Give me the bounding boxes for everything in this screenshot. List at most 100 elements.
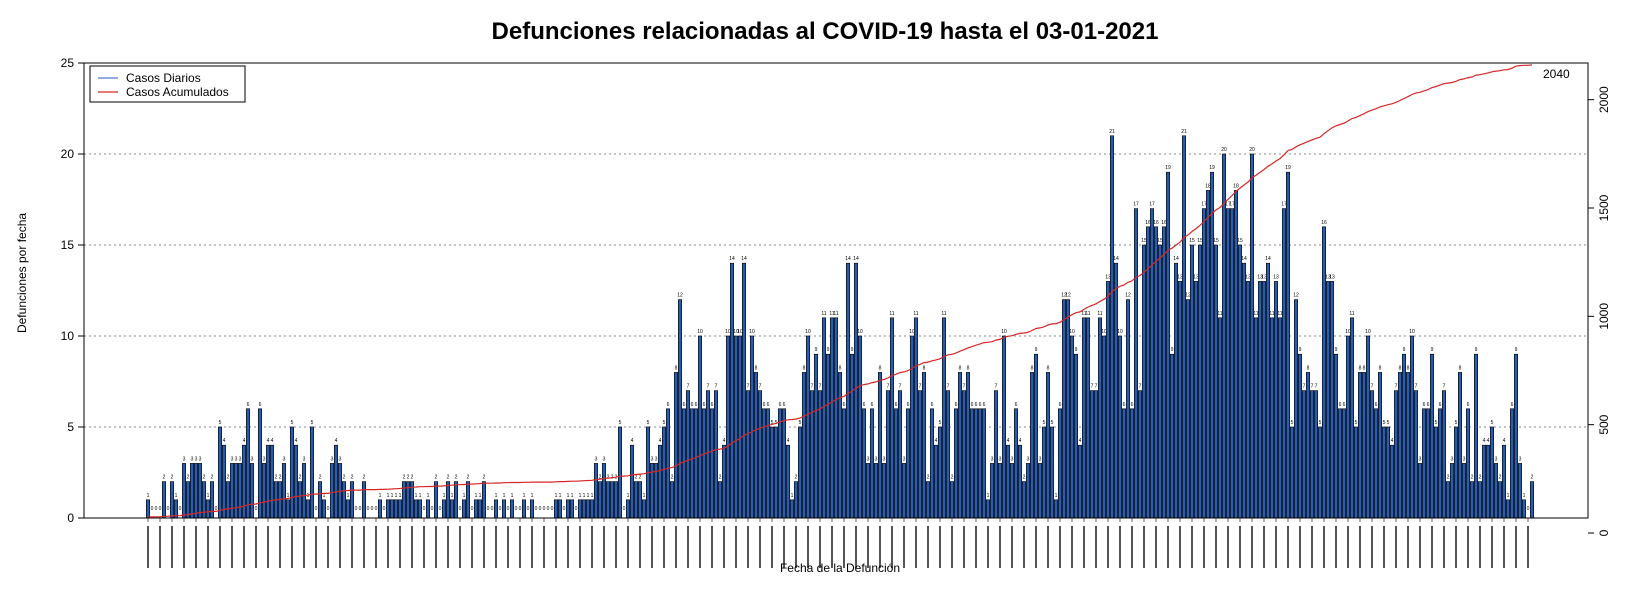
- bar-value-label: 10: [909, 329, 915, 335]
- bar: [417, 499, 422, 519]
- bar-value-label: 4: [787, 438, 790, 444]
- bar: [162, 481, 167, 519]
- bar-value-label: 7: [919, 384, 922, 390]
- bar: [1442, 390, 1447, 519]
- bar-value-label: 2: [483, 475, 486, 481]
- bar-value-label: 9: [815, 347, 818, 353]
- x-tick-label: [1359, 526, 1361, 568]
- bar: [833, 317, 838, 519]
- y-tick-label: 25: [61, 56, 75, 70]
- bar-value-label: 10: [1001, 329, 1007, 335]
- x-tick-label: [723, 526, 725, 568]
- bar: [953, 408, 958, 519]
- x-tick-label: [171, 526, 173, 568]
- bar-value-label: 3: [1011, 456, 1014, 462]
- bar-value-label: 1: [443, 493, 446, 499]
- bar-value-label: 2: [275, 475, 278, 481]
- bar: [425, 499, 430, 519]
- bar-value-label: 0: [1527, 506, 1530, 512]
- bar: [1270, 317, 1275, 519]
- bar-value-label: 2: [163, 475, 166, 481]
- y-tick-label: 10: [61, 329, 75, 343]
- bar-value-label: 6: [1427, 402, 1430, 408]
- x-tick-label: [1215, 526, 1217, 568]
- bar-value-label: 3: [875, 456, 878, 462]
- bar: [1506, 499, 1511, 519]
- bar-value-label: 6: [1423, 402, 1426, 408]
- bar-value-label: 3: [1027, 456, 1030, 462]
- bar: [801, 372, 806, 519]
- bar: [1013, 408, 1018, 519]
- bar: [349, 481, 354, 519]
- bar: [1086, 317, 1091, 519]
- y-axis-label: Defunciones por fecha: [15, 213, 29, 333]
- bar: [985, 499, 990, 519]
- bar-value-label: 3: [1495, 456, 1498, 462]
- bar: [1294, 299, 1299, 519]
- bar-value-label: 0: [367, 506, 370, 512]
- bar: [625, 499, 630, 519]
- bar: [198, 463, 203, 519]
- x-tick-label: [627, 526, 629, 568]
- x-tick-label: [1455, 526, 1457, 568]
- x-tick-label: [1515, 526, 1517, 568]
- bar-value-label: 3: [331, 456, 334, 462]
- bar-value-label: 11: [1349, 311, 1354, 317]
- x-tick-label: [891, 526, 893, 568]
- x-tick-label: [675, 526, 677, 568]
- bar-value-label: 1: [463, 493, 466, 499]
- bar-value-label: 4: [267, 438, 270, 444]
- bar-value-label: 10: [697, 329, 703, 335]
- bar-value-label: 7: [1395, 384, 1398, 390]
- bar: [1114, 262, 1119, 519]
- bar-value-label: 1: [391, 493, 394, 499]
- bar: [397, 499, 402, 519]
- bar: [1254, 317, 1259, 519]
- bar-value-label: 4: [223, 438, 226, 444]
- bar-value-label: 6: [683, 402, 686, 408]
- bar-value-label: 0: [575, 506, 578, 512]
- bar-value-label: 6: [1439, 402, 1442, 408]
- bar: [617, 426, 622, 519]
- bar-value-label: 0: [563, 506, 566, 512]
- bar: [1362, 372, 1367, 519]
- bar: [1502, 444, 1507, 519]
- x-tick-label: [471, 526, 473, 568]
- bar-value-label: 15: [1141, 238, 1147, 244]
- bar: [917, 390, 922, 519]
- x-tick-label: [1275, 526, 1277, 568]
- bar-value-label: 6: [871, 402, 874, 408]
- bar-value-label: 10: [1117, 329, 1123, 335]
- y-tick-label: 5: [67, 420, 74, 434]
- bar: [289, 426, 294, 519]
- bar: [477, 499, 482, 519]
- bar-value-label: 3: [251, 456, 254, 462]
- bar-value-label: 6: [907, 402, 910, 408]
- bar-value-label: 3: [991, 456, 994, 462]
- bar-value-label: 3: [903, 456, 906, 462]
- bar-value-label: 1: [347, 493, 350, 499]
- bar: [1306, 372, 1311, 519]
- x-tick-label: [999, 526, 1001, 568]
- bar-value-label: 17: [1281, 202, 1287, 208]
- bar-value-label: 5: [1291, 420, 1294, 426]
- bar-value-label: 7: [1371, 384, 1374, 390]
- bar: [741, 262, 746, 519]
- bar: [737, 335, 742, 519]
- bar-value-label: 13: [1261, 274, 1267, 280]
- bar-value-label: 7: [1091, 384, 1094, 390]
- bar: [1098, 317, 1103, 519]
- x-tick-label: [903, 526, 905, 568]
- bar-value-label: 2: [319, 475, 322, 481]
- bar: [1078, 444, 1083, 519]
- bar: [1046, 372, 1051, 519]
- bar-value-label: 6: [703, 402, 706, 408]
- bar-value-label: 1: [523, 493, 526, 499]
- bar: [601, 463, 606, 519]
- bar-value-label: 21: [1181, 129, 1187, 135]
- bar-value-label: 4: [631, 438, 634, 444]
- bar-value-label: 3: [195, 456, 198, 462]
- y2-tick-label: 0: [1597, 529, 1611, 536]
- bar: [913, 317, 918, 519]
- bar-value-label: 1: [987, 493, 990, 499]
